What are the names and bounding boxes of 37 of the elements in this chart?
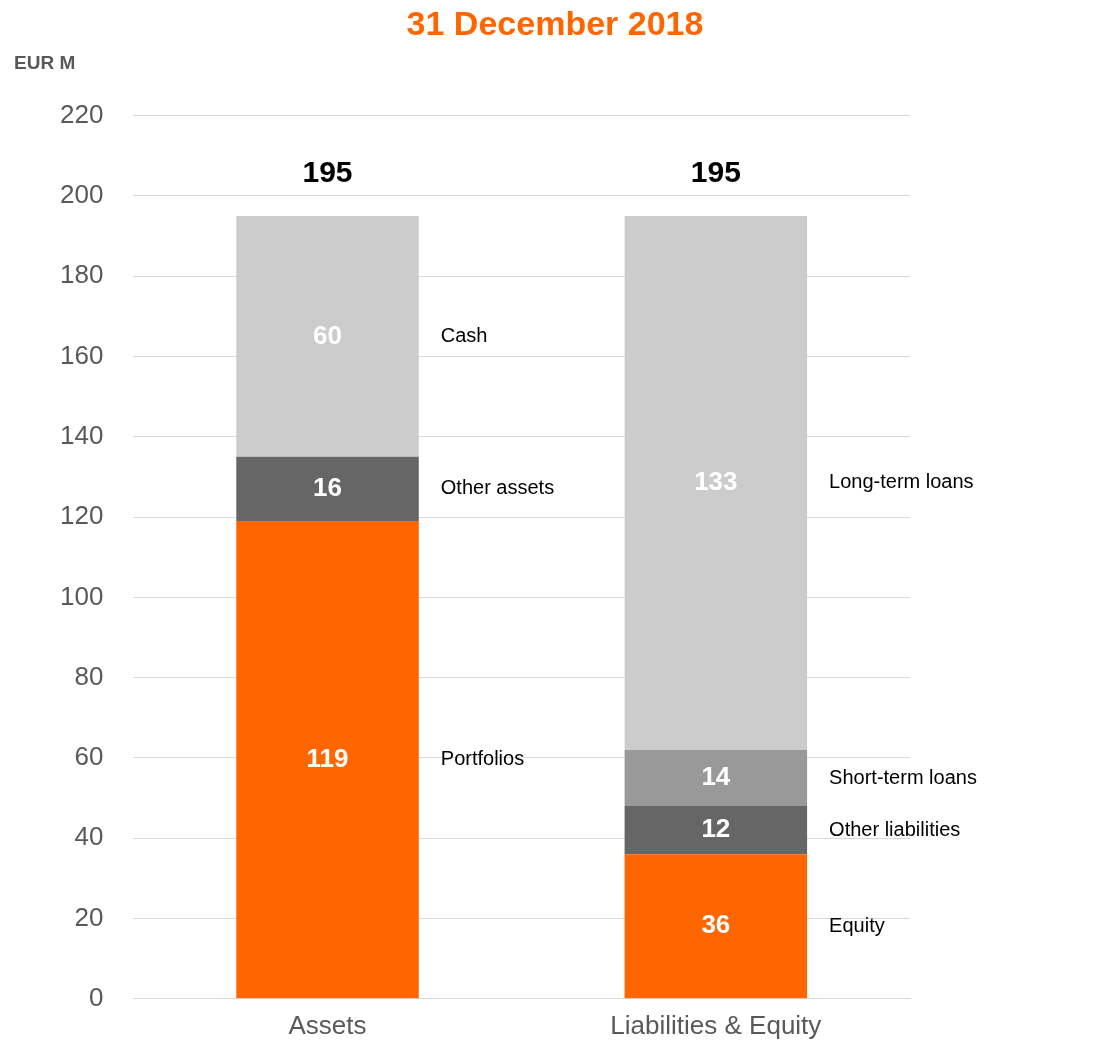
y-tick-label: 0 bbox=[88, 981, 104, 1012]
annotation: Other assets bbox=[440, 476, 555, 499]
total-label: 195 bbox=[690, 155, 741, 189]
bar bbox=[236, 521, 419, 999]
data-label: 16 bbox=[313, 472, 342, 503]
annotation: Short-term loans bbox=[829, 765, 977, 788]
x-tick-label: Liabilities & Equity bbox=[610, 1009, 822, 1040]
annotation: Portfolios bbox=[440, 747, 525, 770]
annotation: Other liabilities bbox=[829, 817, 961, 840]
y-tick-label: 160 bbox=[59, 339, 104, 370]
chart-title: 31 December 2018 bbox=[405, 4, 705, 43]
y-tick-label: 100 bbox=[59, 580, 104, 611]
bar bbox=[624, 806, 808, 855]
y-tick-label: 200 bbox=[59, 179, 104, 210]
y-tick-label: 180 bbox=[59, 259, 104, 290]
bar bbox=[236, 215, 419, 457]
annotation: Equity bbox=[829, 913, 885, 936]
bar bbox=[624, 749, 808, 807]
total-label: 195 bbox=[302, 155, 353, 189]
y-tick-label: 120 bbox=[59, 500, 104, 531]
y-tick-label: 80 bbox=[74, 660, 104, 691]
data-label: 12 bbox=[701, 813, 731, 844]
x-tick-label: Assets bbox=[288, 1009, 367, 1040]
y-axis-title: EUR M bbox=[14, 52, 76, 74]
y-tick-label: 220 bbox=[59, 98, 104, 129]
bar bbox=[624, 215, 808, 750]
bar bbox=[236, 456, 419, 522]
y-tick-label: 60 bbox=[74, 741, 104, 772]
y-tick-label: 140 bbox=[59, 419, 104, 450]
data-label: 119 bbox=[306, 742, 349, 773]
y-tick-label: 40 bbox=[74, 821, 104, 852]
bar bbox=[624, 854, 808, 999]
annotation: Cash bbox=[440, 323, 488, 346]
y-tick-label: 20 bbox=[74, 901, 104, 932]
data-label: 36 bbox=[701, 909, 731, 940]
data-label: 14 bbox=[701, 761, 731, 792]
annotation: Long-term loans bbox=[829, 470, 974, 493]
